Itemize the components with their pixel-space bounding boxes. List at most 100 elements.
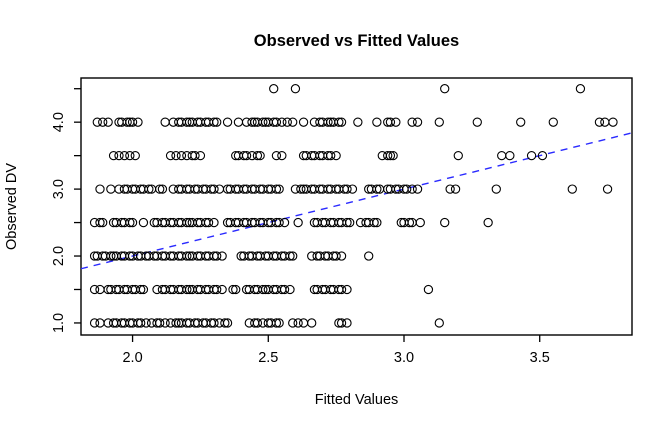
data-point: [252, 150, 263, 161]
chart-title: Observed vs Fitted Values: [253, 32, 460, 50]
data-point: [279, 284, 290, 295]
data-point: [342, 217, 352, 228]
data-point: [255, 150, 265, 161]
data-point: [106, 251, 116, 261]
data-point: [293, 217, 303, 228]
data-point: [342, 184, 352, 194]
data-point: [141, 318, 151, 328]
data-point: [342, 318, 352, 328]
data-point: [176, 150, 187, 161]
data-point: [440, 84, 450, 94]
data-point: [138, 217, 149, 228]
data-point: [372, 117, 382, 127]
data-point: [385, 117, 396, 127]
data-point: [440, 217, 450, 228]
data-point: [307, 318, 317, 328]
data-point: [293, 318, 303, 328]
data-point: [241, 150, 252, 161]
data-point: [285, 284, 295, 295]
data-point: [602, 184, 613, 194]
data-point: [608, 117, 618, 127]
data-point: [165, 150, 176, 161]
data-point: [277, 117, 287, 127]
data-point: [516, 117, 526, 127]
data-point: [182, 217, 192, 228]
data-point: [127, 117, 138, 127]
data-point: [575, 84, 586, 94]
data-point: [290, 84, 301, 94]
data-point: [98, 217, 108, 228]
data-point: [385, 150, 396, 161]
data-point: [122, 117, 132, 127]
data-point: [155, 184, 165, 194]
data-point: [214, 184, 225, 194]
data-point: [89, 318, 100, 328]
x-tick-label: 3.0: [394, 350, 414, 366]
data-point: [209, 217, 219, 228]
data-point: [383, 150, 393, 161]
data-point: [298, 318, 309, 328]
data-point: [144, 184, 154, 194]
data-point: [372, 184, 382, 194]
data-point: [252, 318, 263, 328]
data-point: [136, 318, 146, 328]
data-point: [407, 117, 417, 127]
data-point: [220, 318, 230, 328]
data-point: [133, 117, 143, 127]
data-point: [114, 150, 124, 161]
data-point: [274, 318, 284, 328]
x-tick-label: 3.5: [530, 350, 550, 366]
data-point: [434, 318, 444, 328]
data-point: [119, 150, 130, 161]
data-point: [279, 217, 290, 228]
data-point: [258, 117, 268, 127]
data-point: [342, 284, 352, 295]
data-point: [537, 150, 548, 161]
data-point: [353, 117, 363, 127]
data-point: [347, 184, 358, 194]
y-tick-label: 2.0: [51, 246, 67, 266]
data-point: [130, 150, 140, 161]
data-point: [450, 184, 461, 194]
data-point: [271, 117, 282, 127]
data-point: [472, 117, 482, 127]
data-point: [195, 150, 206, 161]
data-point: [233, 117, 244, 127]
data-point: [364, 251, 374, 261]
data-point: [95, 217, 105, 228]
data-point: [412, 117, 423, 127]
data-point: [92, 117, 102, 127]
plot-box: [80, 77, 633, 336]
y-tick-label: 3.0: [51, 179, 67, 199]
data-point: [106, 184, 116, 194]
data-point: [336, 284, 347, 295]
data-point: [157, 184, 168, 194]
data-point: [326, 150, 336, 161]
data-point: [298, 117, 309, 127]
data-point: [445, 184, 455, 194]
data-point: [95, 284, 105, 295]
data-point: [277, 150, 287, 161]
data-point: [212, 284, 222, 295]
data-point: [331, 251, 341, 261]
data-point: [222, 117, 233, 127]
data-point: [548, 117, 558, 127]
data-point: [108, 150, 119, 161]
data-point: [271, 150, 282, 161]
data-point: [209, 117, 219, 127]
data-point: [138, 284, 149, 295]
data-point: [404, 217, 415, 228]
data-point: [567, 184, 577, 194]
data-point: [182, 251, 192, 261]
data-point: [171, 318, 181, 328]
data-point: [171, 150, 181, 161]
data-point: [334, 117, 344, 127]
data-point: [274, 184, 284, 194]
data-point: [600, 117, 610, 127]
data-point: [369, 217, 379, 228]
data-point: [483, 217, 493, 228]
data-point: [505, 150, 515, 161]
data-point: [388, 150, 398, 161]
data-point: [209, 184, 219, 194]
